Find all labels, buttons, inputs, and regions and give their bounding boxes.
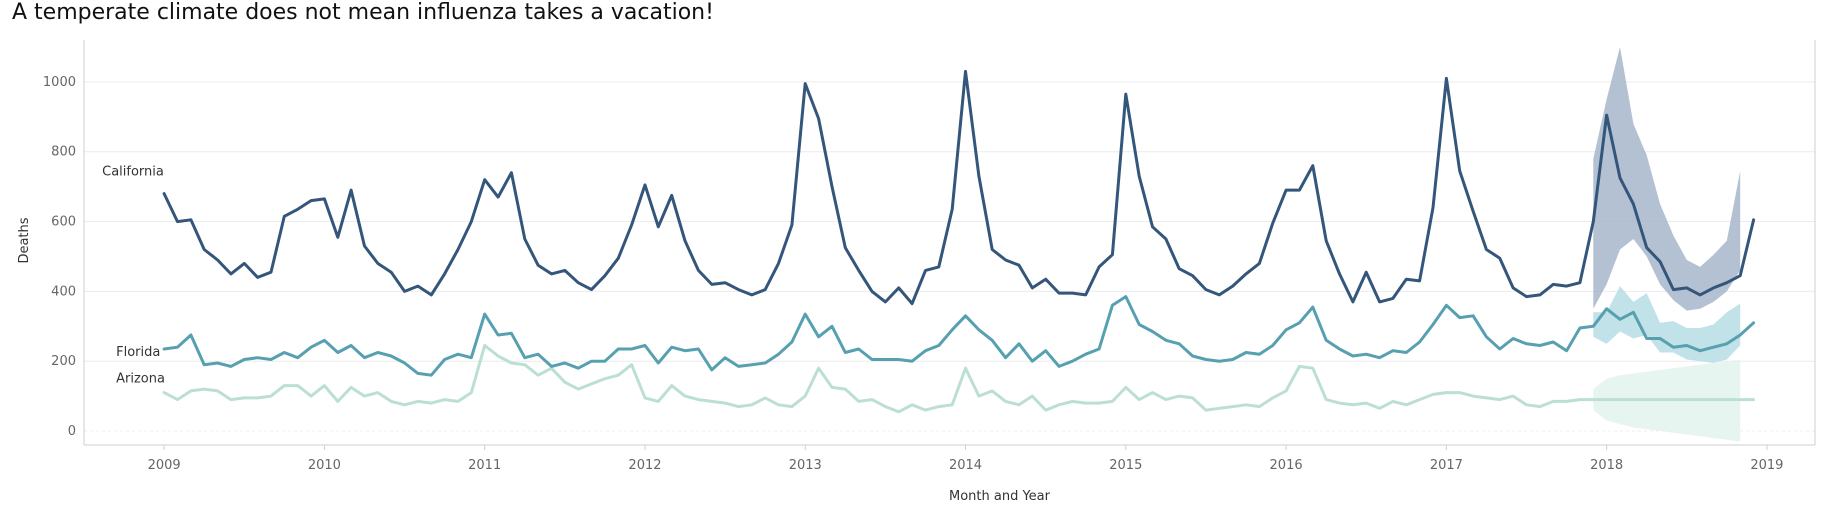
x-tick-label: 2018 bbox=[1590, 458, 1623, 473]
x-tick-label: 2015 bbox=[1109, 458, 1142, 473]
x-axis-title: Month and Year bbox=[949, 489, 1051, 504]
y-tick-label: 400 bbox=[51, 284, 76, 299]
series-line-florida bbox=[162, 295, 1756, 377]
series-label-california: California bbox=[102, 165, 164, 180]
y-tick-label: 600 bbox=[51, 215, 76, 230]
forecast-band-florida bbox=[1593, 286, 1741, 363]
x-tick-label: 2017 bbox=[1430, 458, 1463, 473]
y-tick-label: 200 bbox=[51, 354, 76, 369]
chart-title: A temperate climate does not mean influe… bbox=[12, 0, 714, 25]
x-tick-label: 2011 bbox=[468, 458, 501, 473]
y-tick-label: 800 bbox=[51, 145, 76, 160]
x-tick-label: 2019 bbox=[1750, 458, 1783, 473]
y-axis-title: Deaths bbox=[17, 217, 32, 263]
y-tick-label: 0 bbox=[68, 424, 76, 439]
labels: Month and Year Deaths California Florida Ari… bbox=[17, 165, 1051, 504]
y-tick-label: 1000 bbox=[43, 75, 76, 90]
axes: 0 200 400 600 800 1000 2009 2010 2011 2012 2013 201… bbox=[43, 40, 1816, 473]
x-tick-label: 2013 bbox=[789, 458, 822, 473]
series-lines bbox=[162, 69, 1756, 414]
forecast-band-california bbox=[1593, 47, 1741, 311]
series-label-arizona: Arizona bbox=[116, 372, 165, 387]
forecast-bands bbox=[1593, 47, 1741, 442]
x-tick-label: 2016 bbox=[1270, 458, 1303, 473]
x-tick-label: 2009 bbox=[148, 458, 181, 473]
grid-lines bbox=[84, 81, 1815, 432]
series-line-california bbox=[162, 69, 1756, 306]
series-line-arizona bbox=[162, 344, 1756, 414]
series-label-florida: Florida bbox=[116, 345, 160, 360]
x-tick-label: 2014 bbox=[949, 458, 982, 473]
x-tick-label: 2010 bbox=[308, 458, 341, 473]
x-tick-label: 2012 bbox=[628, 458, 661, 473]
